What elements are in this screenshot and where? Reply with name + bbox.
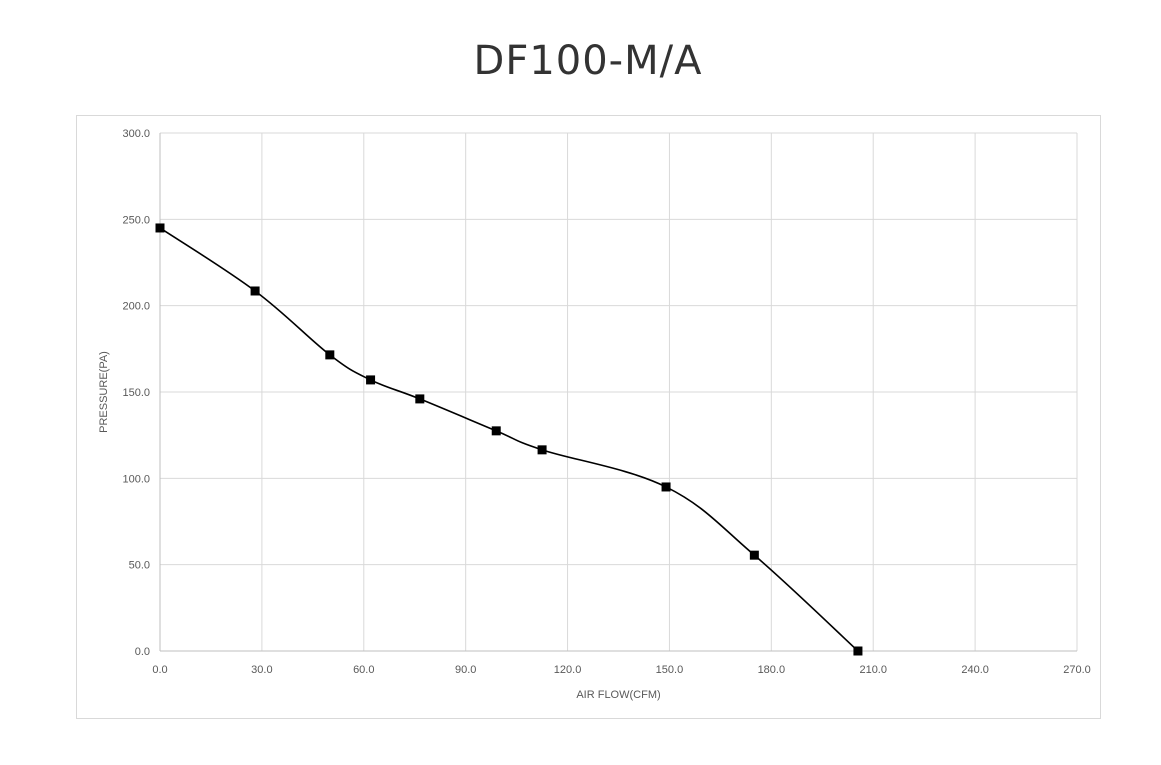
y-tick-label: 150.0 (122, 387, 150, 399)
x-tick-label: 240.0 (961, 664, 989, 676)
y-tick-label: 200.0 (122, 301, 150, 313)
gridlines (159, 132, 1078, 652)
chart-title: DF100-M/A (473, 38, 703, 84)
y-tick-label: 50.0 (129, 560, 150, 572)
x-tick-label: 30.0 (251, 664, 272, 676)
data-point-marker (415, 394, 425, 404)
x-tick-label: 270.0 (1063, 664, 1091, 676)
data-point-marker (853, 646, 863, 656)
x-tick-label: 0.0 (152, 664, 167, 676)
data-point-marker (325, 350, 335, 360)
data-point-marker (537, 445, 547, 455)
data-point-marker (491, 426, 501, 436)
x-axis-tick-labels: 0.0 30.0 60.0 90.0 120.0 150.0 180.0 210.0 240.0… (152, 664, 1090, 676)
x-tick-label: 150.0 (656, 664, 684, 676)
x-tick-label: 210.0 (859, 664, 887, 676)
y-tick-label: 300.0 (122, 128, 150, 140)
data-point-marker (155, 223, 165, 233)
data-point-marker (366, 375, 376, 385)
chart-area-border (76, 115, 1101, 719)
y-tick-label: 250.0 (122, 214, 150, 226)
x-tick-label: 60.0 (353, 664, 374, 676)
x-tick-label: 90.0 (455, 664, 476, 676)
series-line (159, 227, 859, 652)
y-axis-tick-labels: 0.0 50.0 100.0 150.0 200.0 250.0 300.0 (122, 128, 150, 658)
x-tick-label: 120.0 (554, 664, 582, 676)
y-tick-label: 100.0 (122, 473, 150, 485)
series-group (155, 223, 863, 656)
x-axis-title: AIR FLOW(CFM) (576, 689, 660, 701)
y-tick-label: 0.0 (135, 646, 150, 658)
y-axis-title: PRESSURE(PA) (98, 351, 110, 433)
data-point-marker (661, 482, 671, 492)
data-point-marker (749, 550, 759, 560)
x-tick-label: 180.0 (758, 664, 786, 676)
data-point-marker (250, 286, 260, 296)
